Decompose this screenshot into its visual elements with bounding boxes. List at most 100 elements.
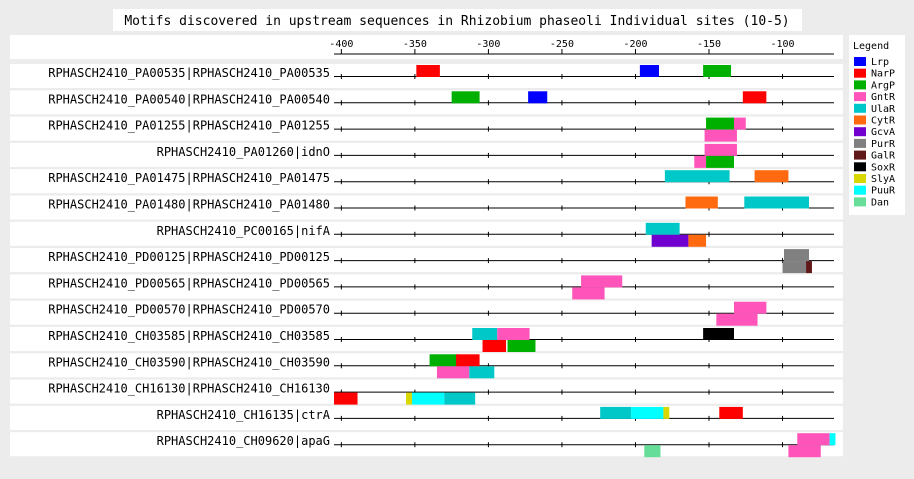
site-lrp: [639, 65, 659, 77]
site-argp: [451, 91, 480, 104]
site-narp: [482, 340, 507, 352]
legend-swatch: [854, 103, 866, 113]
site-ular: [444, 392, 476, 405]
legend-label: CytR: [871, 116, 896, 127]
site-narp: [334, 392, 358, 405]
site-puur: [829, 433, 836, 446]
site-ular: [664, 170, 730, 183]
site-gntr: [572, 287, 605, 300]
row-label: RPHASCH2410_CH16130|RPHASCH2410_CH16130: [48, 382, 330, 396]
x-tick-label: -250: [550, 39, 574, 50]
legend-swatch: [854, 185, 866, 195]
site-gntr: [704, 143, 737, 156]
legend-label: GntR: [871, 92, 896, 103]
site-ular: [645, 222, 680, 235]
legend-label: SoxR: [871, 162, 896, 173]
site-gntr: [797, 433, 830, 446]
x-tick-label: -150: [697, 39, 721, 50]
site-gntr: [734, 301, 767, 314]
site-ular: [744, 196, 809, 209]
legend-swatch: [854, 174, 866, 183]
site-cytr: [754, 170, 789, 183]
site-cytr: [688, 234, 707, 247]
site-narp: [456, 354, 480, 367]
row-label: RPHASCH2410_PA01480|RPHASCH2410_PA01480: [48, 198, 330, 212]
site-puur: [631, 406, 664, 419]
legend-title: Legend: [853, 41, 889, 52]
site-ular: [469, 366, 495, 379]
row-label: RPHASCH2410_PA01475|RPHASCH2410_PA01475: [48, 171, 330, 185]
site-ular: [600, 406, 632, 419]
row-label: RPHASCH2410_PA01255|RPHASCH2410_PA01255: [48, 119, 330, 133]
legend-swatch: [854, 115, 866, 125]
row-label: RPHASCH2410_CH03585|RPHASCH2410_CH03585: [48, 329, 330, 343]
legend-swatch: [854, 80, 866, 90]
legend-label: NarP: [871, 69, 895, 80]
site-narp: [742, 91, 767, 104]
row-label: RPHASCH2410_PA00540|RPHASCH2410_PA00540: [48, 92, 330, 106]
row-label: RPHASCH2410_PD00570|RPHASCH2410_PD00570: [48, 303, 330, 317]
site-narp: [719, 406, 743, 419]
legend-swatch: [854, 92, 866, 102]
site-argp: [429, 354, 458, 367]
site-gntr: [436, 366, 470, 379]
site-soxr: [703, 328, 734, 340]
legend-swatch: [854, 127, 866, 137]
site-gntr: [716, 313, 758, 326]
legend-label: GcvA: [871, 127, 895, 138]
legend-swatch: [854, 68, 866, 78]
legend-label: PurR: [871, 139, 896, 150]
row-label: RPHASCH2410_CH03590|RPHASCH2410_CH03590: [48, 355, 330, 369]
legend-label: PuuR: [871, 186, 896, 197]
site-gntr: [497, 328, 530, 340]
site-gntr: [788, 445, 821, 458]
site-gntr: [694, 155, 707, 168]
legend-entries: LrpNarPArgPGntRUlaRCytRGcvAPurRGalRSoxRS…: [854, 57, 896, 208]
x-tick-label: -100: [770, 39, 794, 50]
row-label: RPHASCH2410_CH09620|apaG: [157, 434, 330, 448]
x-axis-ticks: -400 -350 -300 -250 -200 -150 -100: [329, 39, 795, 54]
legend-swatch: [854, 150, 866, 160]
site-purr: [782, 261, 807, 274]
row-label: RPHASCH2410_PC00165|nifA: [157, 224, 331, 238]
legend-label: Lrp: [871, 57, 889, 68]
legend-swatch: [854, 197, 866, 207]
site-dan: [644, 445, 661, 458]
site-argp: [703, 65, 732, 77]
chart-title: Motifs discovered in upstream sequences …: [124, 14, 789, 29]
x-tick-label: -300: [476, 39, 500, 50]
site-slya: [663, 406, 670, 419]
site-purr: [784, 249, 809, 262]
site-argp: [507, 340, 536, 352]
legend-swatch: [854, 138, 866, 148]
site-slya: [406, 392, 412, 405]
site-gntr: [734, 117, 746, 130]
site-gntr: [704, 129, 737, 142]
title-box: [113, 9, 802, 31]
site-galr: [806, 261, 812, 274]
legend-swatch: [854, 162, 866, 172]
site-argp: [706, 117, 734, 130]
row-label: RPHASCH2410_CH16135|ctrA: [157, 408, 331, 422]
x-tick-label: -350: [403, 39, 427, 50]
site-ular: [472, 328, 498, 340]
legend-label: ArgP: [871, 80, 895, 91]
x-tick-label: -400: [329, 39, 353, 50]
site-cytr: [685, 196, 718, 209]
site-lrp: [528, 91, 548, 104]
legend-label: GalR: [871, 151, 896, 162]
row-label: RPHASCH2410_PD00125|RPHASCH2410_PD00125: [48, 250, 330, 264]
legend-label: UlaR: [871, 104, 896, 115]
sequence-rows: RPHASCH2410_PA00535|RPHASCH2410_PA00535 R…: [10, 64, 843, 458]
row-label: RPHASCH2410_PD00565|RPHASCH2410_PD00565: [48, 276, 330, 290]
row-label: RPHASCH2410_PA00535|RPHASCH2410_PA00535: [48, 66, 330, 80]
legend-swatch: [854, 57, 866, 66]
site-gcva: [651, 234, 689, 247]
legend-label: SlyA: [871, 174, 895, 185]
x-tick-label: -200: [623, 39, 647, 50]
site-gntr: [581, 275, 623, 288]
legend-label: Dan: [871, 197, 889, 208]
row-label: RPHASCH2410_PA01260|idnO: [157, 145, 330, 159]
